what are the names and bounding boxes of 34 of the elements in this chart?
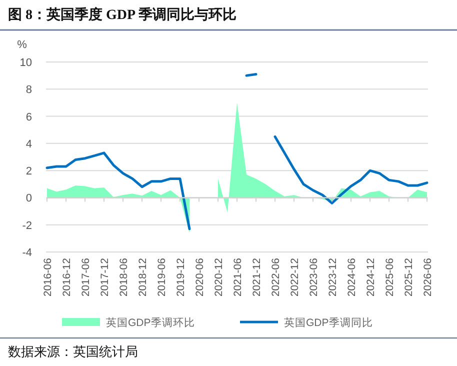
x-tick-label: 2023-12 [327,258,339,297]
y-tick-label: -2 [22,220,32,232]
x-tick-label: 2016-06 [42,258,54,297]
x-tick-label: 2026-06 [422,258,434,297]
x-tick-label: 2018-06 [118,258,130,297]
x-tick-label: 2025-12 [403,258,415,297]
y-tick-label: 4 [26,138,32,150]
x-tick-label: 2022-06 [270,258,282,297]
x-tick-label: 2025-06 [384,258,396,297]
x-tick-label: 2024-12 [365,258,377,297]
x-tick-label: 2021-12 [251,258,263,297]
y-tick-label: 6 [26,111,32,124]
x-tick-label: 2021-06 [232,258,244,297]
legend-label: 英国GDP季调环比 [106,316,195,329]
y-tick-label: 8 [26,84,32,96]
source-note: 数据来源：英国统计局 [8,344,138,359]
y-tick-label: 0 [26,192,32,205]
x-tick-label: 2019-12 [175,258,187,297]
y-tick-label: 10 [20,57,32,69]
y-axis-title: % [17,39,28,51]
x-tick-label: 2020-06 [194,258,206,297]
y-tick-label: -4 [22,247,32,259]
x-tick-label: 2020-12 [213,258,225,297]
x-tick-label: 2024-06 [346,258,358,297]
x-tick-label: 2019-06 [156,258,168,297]
x-tick-label: 2017-12 [99,258,111,297]
legend-label: 英国GDP季调同比 [284,316,373,329]
x-tick-label: 2018-12 [137,258,149,297]
x-tick-label: 2017-06 [80,258,92,297]
y-tick-label: 2 [26,166,32,178]
x-tick-label: 2023-06 [308,258,320,297]
chart-title: 图 8：英国季度 GDP 季调同比与环比 [8,6,236,23]
x-tick-label: 2016-12 [61,258,73,297]
x-tick-label: 2022-12 [289,258,301,297]
